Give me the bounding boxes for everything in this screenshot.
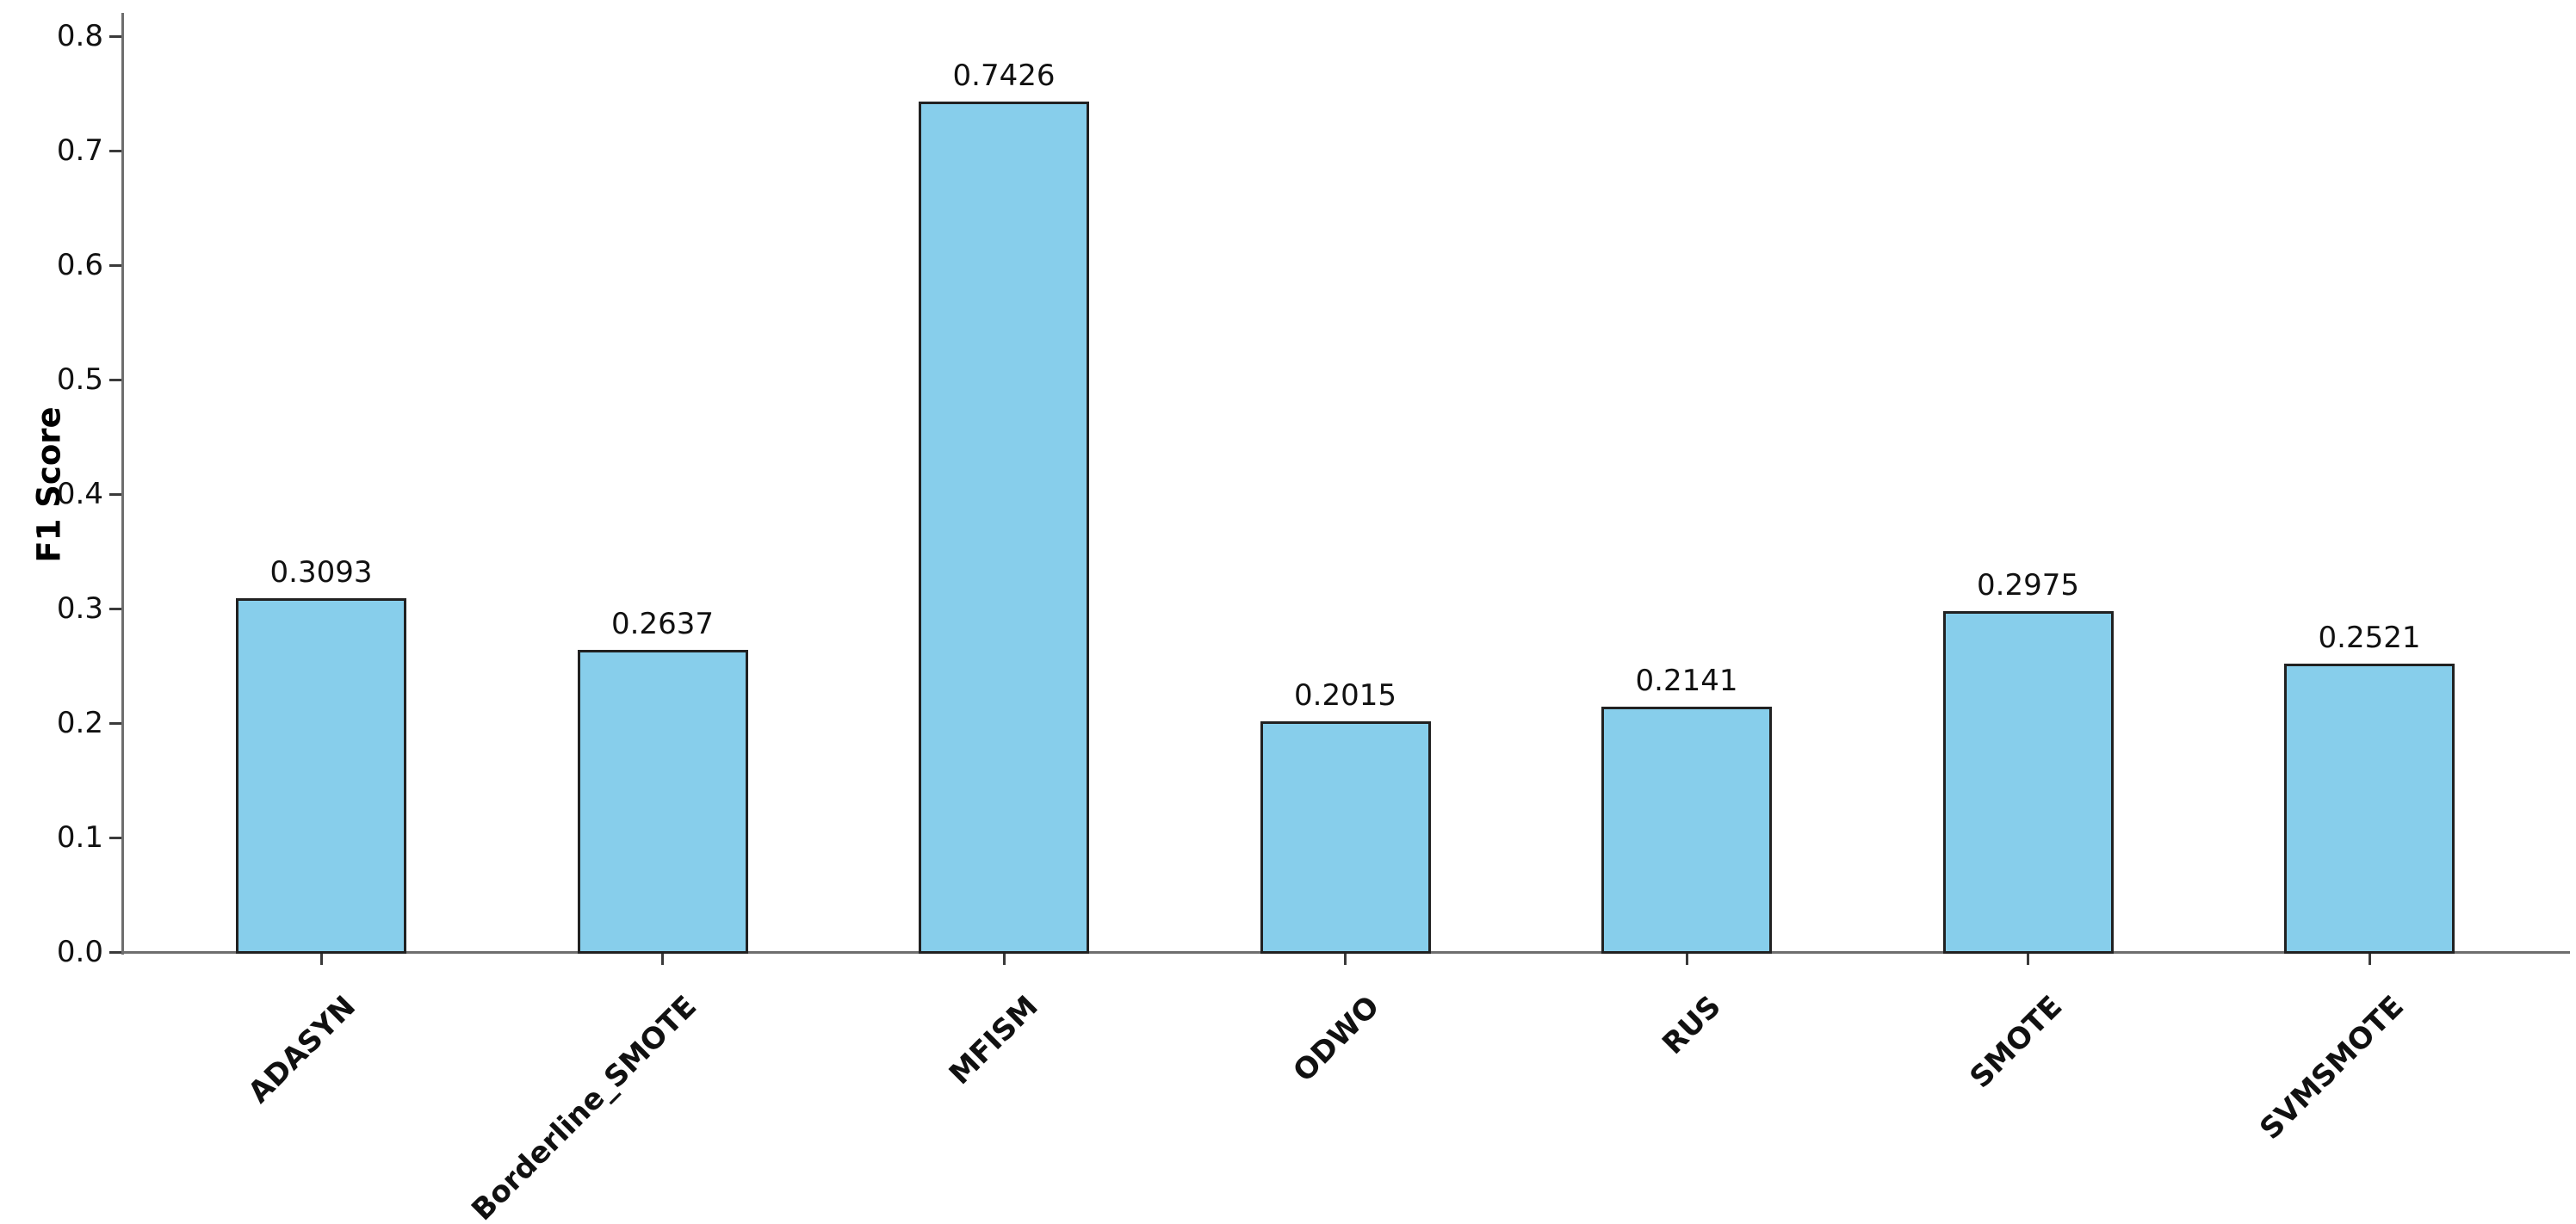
bar-value-label: 0.2637: [611, 607, 714, 642]
y-tick-label: 0.0: [56, 935, 103, 969]
y-tick-mark: [109, 721, 121, 725]
y-tick-label: 0.6: [56, 248, 103, 282]
bar: [1601, 707, 1772, 954]
y-tick-label: 0.1: [56, 820, 103, 855]
bar: [2284, 663, 2455, 954]
bar-value-label: 0.7426: [952, 59, 1056, 94]
x-tick-label: SMOTE: [1963, 989, 2070, 1096]
y-tick-mark: [109, 836, 121, 839]
y-tick-label: 0.7: [56, 133, 103, 168]
bar-value-label: 0.2015: [1294, 678, 1396, 713]
y-tick-mark: [109, 607, 121, 610]
x-tick-label: ADASYN: [241, 989, 362, 1110]
y-tick-mark: [109, 378, 121, 381]
y-tick-label: 0.3: [56, 591, 103, 626]
y-tick-mark: [109, 492, 121, 496]
y-tick-mark: [109, 950, 121, 954]
x-tick-mark: [319, 953, 323, 965]
x-tick-mark: [2368, 953, 2371, 965]
bar: [577, 650, 748, 954]
x-tick-label: MFISM: [942, 989, 1045, 1092]
y-tick-mark: [109, 263, 121, 267]
y-tick-label: 0.4: [56, 477, 103, 511]
x-tick-label: SVMSMOTE: [2252, 989, 2411, 1147]
bar-value-label: 0.2141: [1635, 664, 1738, 699]
x-tick-mark: [2027, 953, 2029, 965]
x-tick-mark: [1002, 953, 1006, 965]
x-tick-mark: [661, 953, 664, 965]
bar: [1942, 611, 2114, 954]
y-tick-label: 0.8: [56, 19, 103, 53]
bar: [1260, 721, 1431, 954]
bar: [919, 102, 1089, 954]
y-tick-label: 0.5: [56, 362, 103, 397]
x-tick-mark: [1685, 953, 1688, 965]
y-tick-mark: [109, 34, 121, 38]
x-tick-label: RUS: [1655, 989, 1728, 1061]
y-axis-spine: [121, 13, 124, 955]
x-tick-mark: [1344, 953, 1347, 965]
bar-value-label: 0.3093: [269, 554, 373, 590]
x-tick-label: ODWO: [1286, 989, 1387, 1089]
y-tick-label: 0.2: [56, 706, 103, 740]
bar-value-label: 0.2975: [1977, 568, 2079, 603]
bar: [236, 597, 406, 954]
x-tick-label: Borderline_SMOTE: [465, 989, 704, 1224]
bar-value-label: 0.2521: [2318, 620, 2421, 655]
y-tick-mark: [109, 149, 121, 152]
